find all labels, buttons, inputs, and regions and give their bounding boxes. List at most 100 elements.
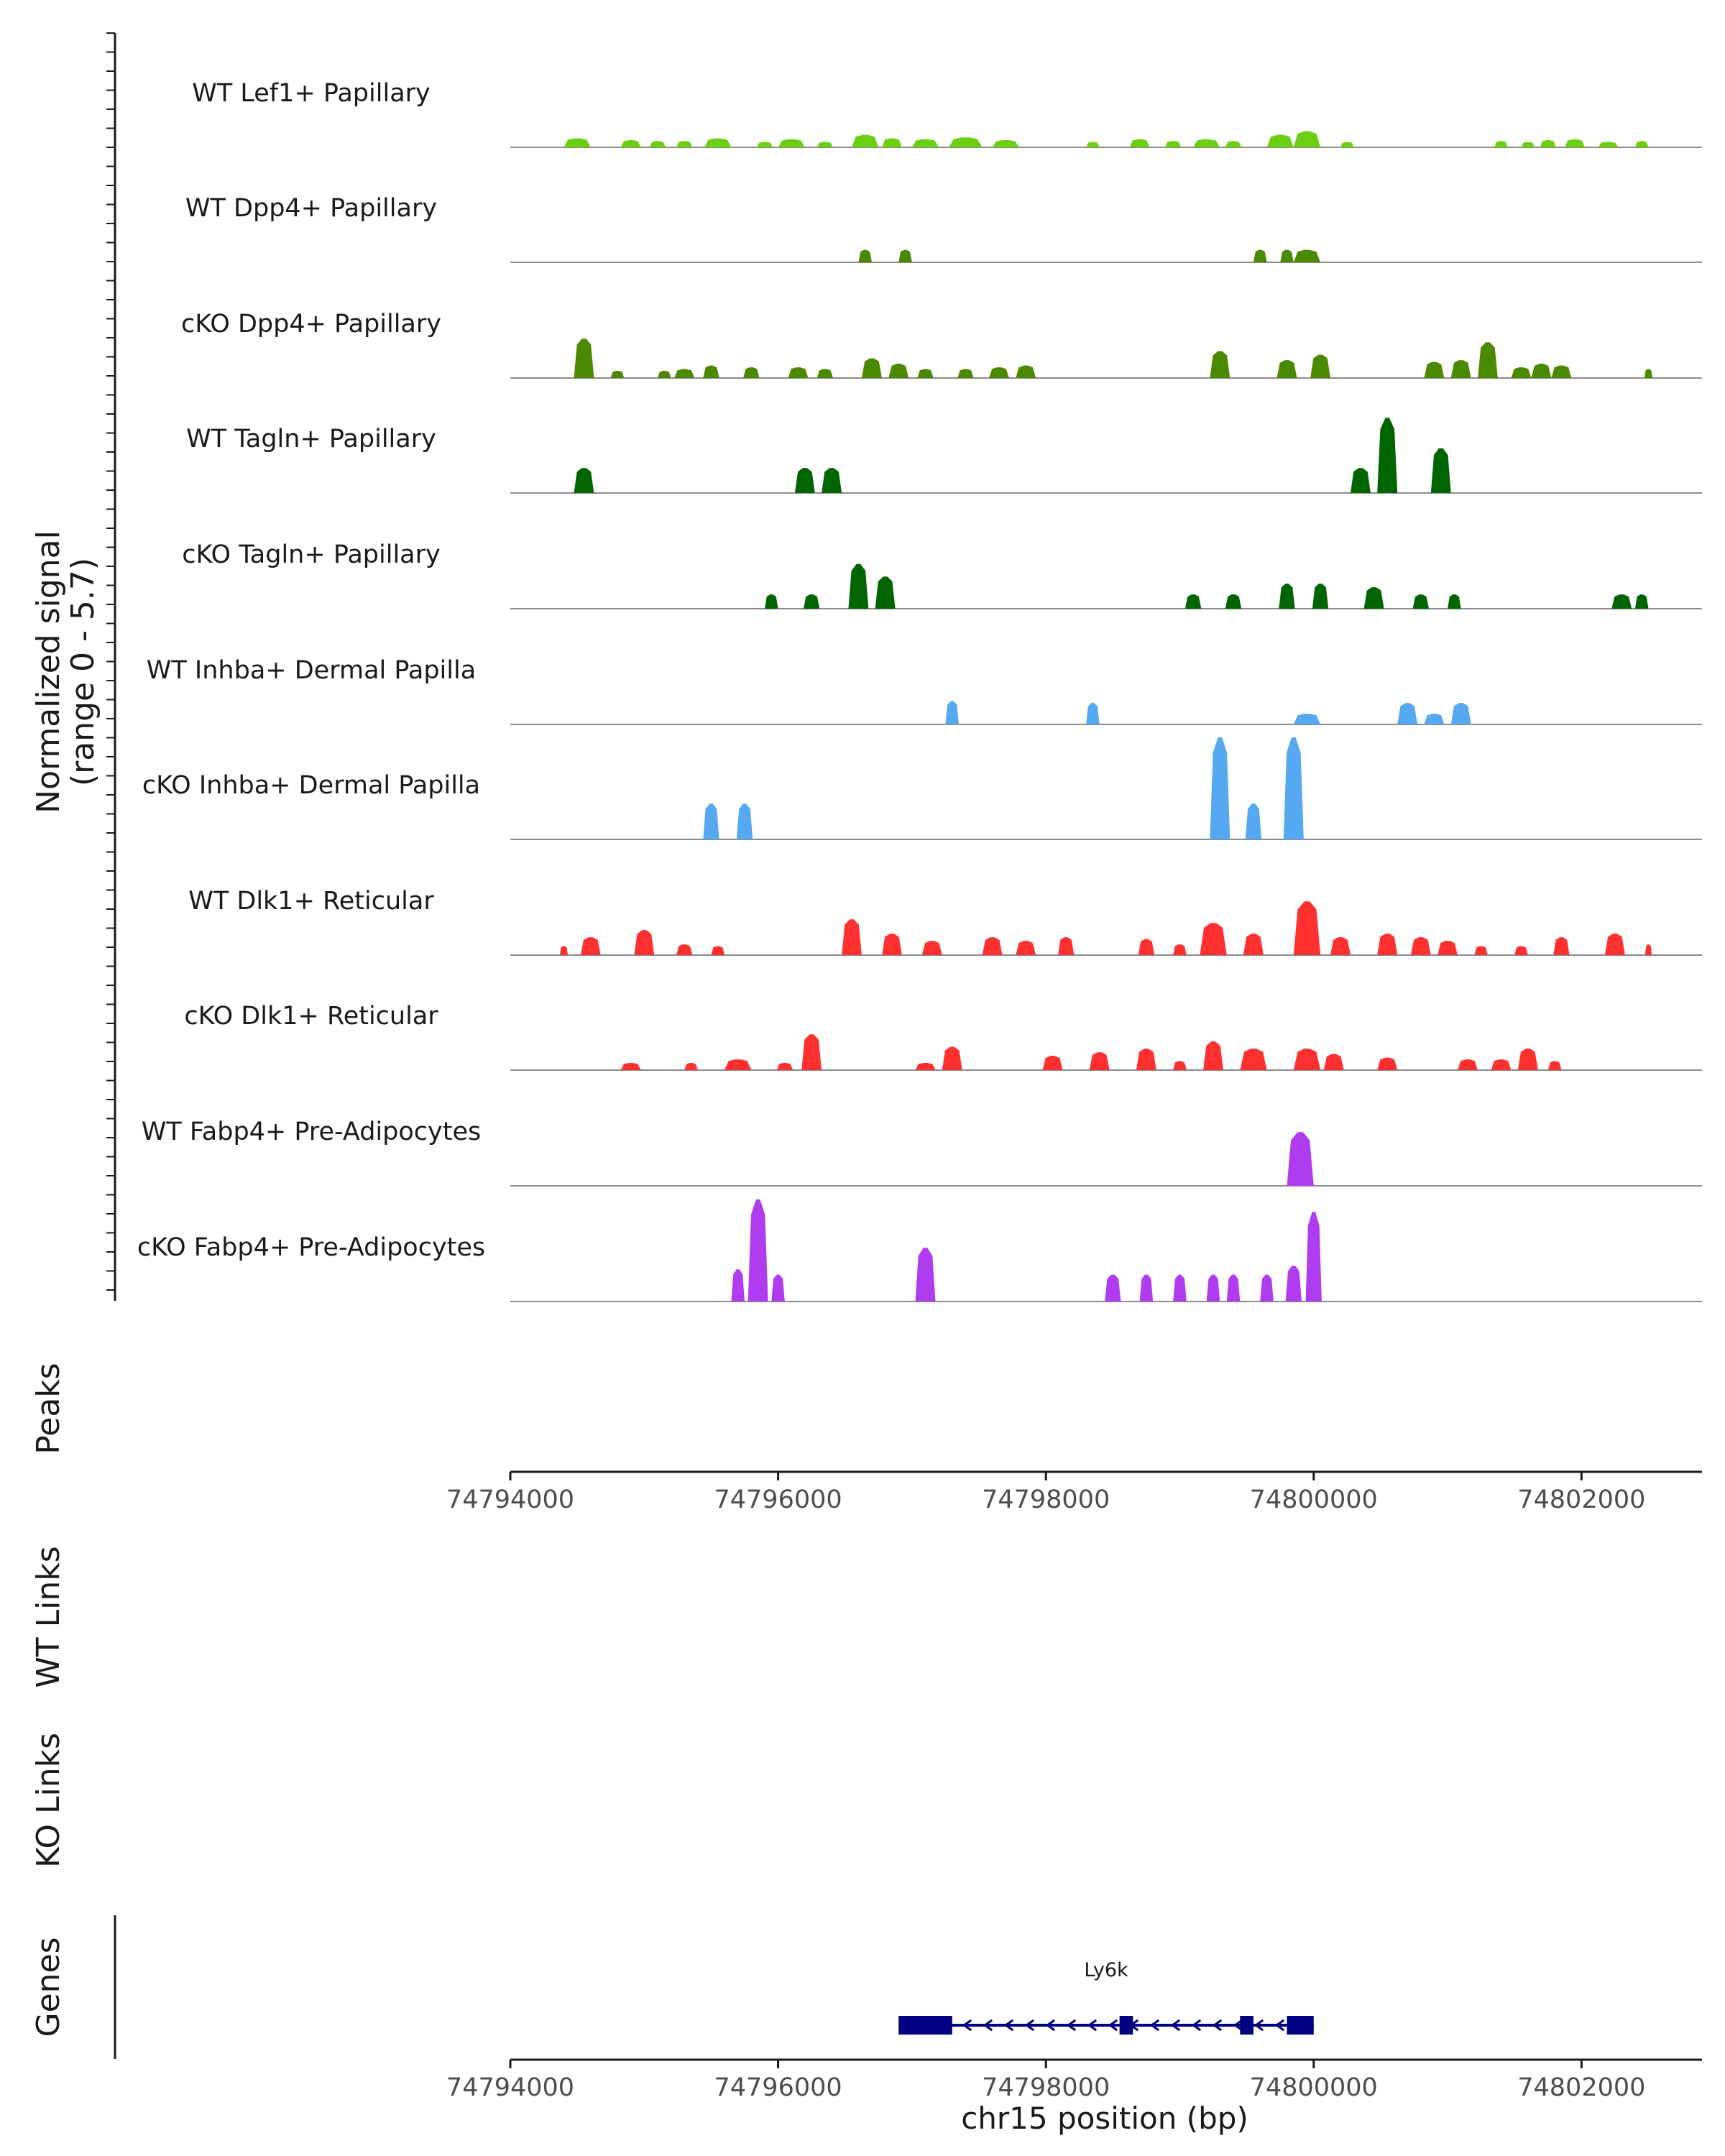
x-axis-title: chr15 position (bp): [961, 2101, 1248, 2136]
track-4: WT Tagln+ Papillary: [186, 418, 1702, 494]
coverage-peak: [1260, 1274, 1274, 1302]
strand-arrow-icon: [1274, 2019, 1285, 2032]
x-tick-label: 74802000: [1517, 2073, 1645, 2102]
coverage-y-ticks: [106, 32, 115, 1291]
strand-arrow-icon: [1087, 2019, 1098, 2032]
coverage-peak: [1193, 139, 1220, 147]
coverage-peak: [982, 937, 1003, 955]
coverage-peak: [949, 137, 983, 147]
coverage-peak: [822, 468, 842, 493]
x-tick-label: 74800000: [1250, 2073, 1378, 2102]
coverage-peak: [620, 140, 641, 147]
coverage-peak: [1042, 1056, 1063, 1070]
coverage-peak: [1531, 364, 1552, 378]
coverage-peak: [703, 365, 719, 378]
coverage-peak: [992, 140, 1019, 147]
coverage-peak: [724, 1059, 752, 1070]
coverage-peak: [1240, 1049, 1267, 1070]
strand-arrow-icon: [983, 2019, 993, 2032]
coverage-peak: [1377, 1057, 1398, 1070]
coverage-peak: [765, 594, 778, 609]
track-label: WT Dlk1+ Reticular: [188, 887, 434, 916]
coverage-peak: [1448, 594, 1461, 609]
coverage-peak: [1293, 131, 1321, 147]
genes-panel-label: Genes: [30, 1937, 67, 2037]
coverage-peak: [858, 249, 872, 262]
x-tick-label: 74802000: [1517, 1485, 1645, 1514]
coverage-peak: [1226, 1274, 1241, 1302]
track-label: cKO Fabp4+ Pre-Adipocytes: [137, 1233, 485, 1262]
coverage-peak: [917, 369, 934, 378]
coverage-peak: [1330, 937, 1351, 955]
x-tick-label: 74800000: [1250, 1485, 1378, 1514]
coverage-peak: [1245, 803, 1262, 839]
ko-links-panel-label: KO Links: [30, 1733, 67, 1868]
coverage-peak: [1430, 448, 1451, 493]
coverage-peak: [911, 139, 939, 147]
coverage-peak: [620, 1063, 641, 1070]
coverage-peak: [1351, 468, 1371, 493]
track-label: cKO Dlk1+ Reticular: [184, 1002, 438, 1031]
coverage-peak: [1287, 1132, 1314, 1186]
coverage-peak: [743, 367, 760, 378]
coverage-tracks: WT Lef1+ Papillary WT Dpp4+ Papillary cKO …: [137, 79, 1702, 1302]
coverage-peak: [1206, 1274, 1220, 1302]
track-3: cKO Dpp4+ Papillary: [181, 310, 1702, 379]
track-label: cKO Tagln+ Papillary: [182, 540, 441, 569]
coverage-peak: [1491, 1059, 1512, 1070]
coverage-peak: [1165, 141, 1182, 147]
coverage-peak: [1424, 361, 1445, 378]
coverage-peak: [1565, 139, 1585, 147]
coverage-peak: [816, 369, 833, 378]
y-axis-title: Normalized signal: [30, 530, 67, 814]
coverage-peak: [1136, 1049, 1156, 1070]
coverage-peak: [1173, 1061, 1187, 1070]
coverage-peak: [1057, 937, 1075, 955]
coverage-peak: [1276, 360, 1297, 378]
coverage-peak: [1611, 594, 1632, 609]
coverage-peak: [1604, 934, 1625, 955]
coverage-peak: [1458, 1059, 1478, 1070]
coverage-peak: [778, 139, 805, 147]
coverage-peak: [574, 338, 594, 378]
coverage-peak: [1285, 1266, 1302, 1302]
strand-arrow-icon: [1045, 2019, 1056, 2032]
coverage-peak: [703, 803, 719, 839]
coverage-peak: [942, 1046, 962, 1070]
strand-arrow-icon: [1254, 2019, 1264, 2032]
coverage-peak: [1540, 140, 1556, 147]
coverage-peak: [736, 803, 753, 839]
coverage-peak: [1293, 1049, 1321, 1070]
coverage-peak: [862, 358, 882, 378]
coverage-peak: [1478, 342, 1498, 378]
coverage-peak: [1340, 142, 1354, 147]
track-7: cKO Inhba+ Dermal Papilla: [142, 737, 1702, 840]
track-1: WT Lef1+ Papillary: [192, 79, 1702, 148]
coverage-peak: [1598, 142, 1619, 147]
coverage-peak: [801, 1034, 822, 1070]
coverage-peak: [1305, 1212, 1322, 1302]
coverage-peak: [1266, 134, 1294, 147]
coverage-peak: [674, 369, 695, 378]
coverage-peak: [657, 371, 671, 378]
coverage-peak: [1293, 249, 1321, 262]
coverage-peak: [989, 367, 1009, 378]
strand-arrow-icon: [1233, 2019, 1243, 2032]
x-tick-label: 74798000: [982, 1485, 1110, 1514]
coverage-peak: [634, 930, 655, 955]
coverage-peak: [848, 563, 869, 609]
coverage-peak: [1377, 934, 1398, 955]
track-9: cKO Dlk1+ Reticular: [184, 1002, 1702, 1071]
x-tick-label: 74798000: [982, 2073, 1110, 2102]
coverage-peak: [1634, 594, 1649, 609]
coverage-peak: [1450, 360, 1471, 378]
coverage-peak: [888, 364, 909, 378]
coverage-peak: [1225, 594, 1242, 609]
strand-arrow-icon: [1108, 2019, 1118, 2032]
track-10: WT Fabp4+ Pre-Adipocytes: [142, 1118, 1702, 1187]
track-11: cKO Fabp4+ Pre-Adipocytes: [137, 1199, 1702, 1302]
coverage-peak: [804, 594, 820, 609]
coverage-peak: [1410, 937, 1431, 955]
